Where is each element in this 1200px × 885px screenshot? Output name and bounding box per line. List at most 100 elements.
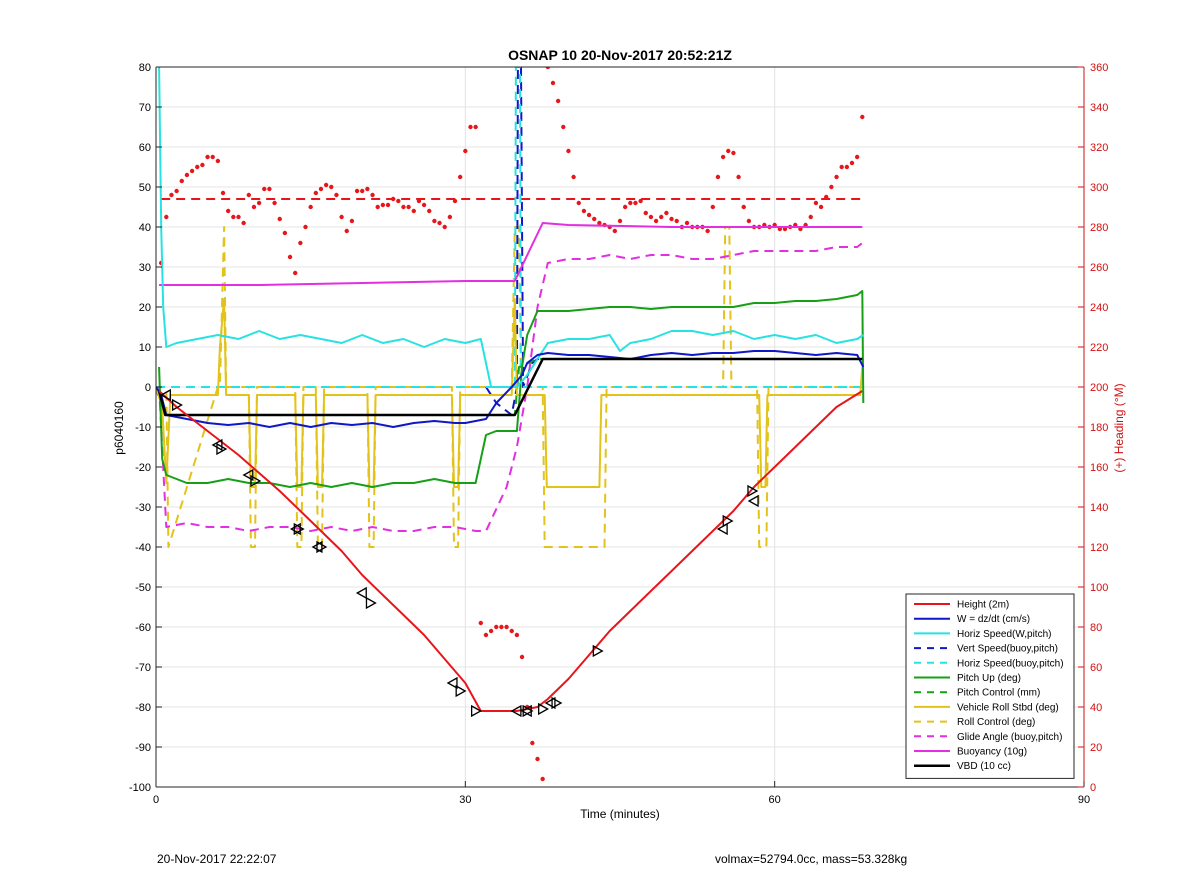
legend-label-11: VBD (10 cc) [957, 761, 1011, 772]
legend-label-5: Pitch Up (deg) [957, 673, 1021, 684]
y-tick-label: 20 [139, 302, 151, 314]
heading-point-25 [287, 254, 293, 260]
heading-point-31 [318, 186, 324, 192]
y-tick-label: -70 [135, 662, 151, 674]
heading-point-79 [566, 148, 571, 154]
y-tick-label: 10 [139, 342, 151, 354]
marker-right-triangle-13 [747, 484, 759, 498]
y-tick-label: -50 [135, 582, 151, 594]
y-tick-label: -60 [135, 622, 151, 634]
footer-volmax-mass: volmax=52794.0cc, mass=53.328kg [715, 852, 908, 866]
heading-point-14 [231, 214, 236, 220]
heading-point-108 [715, 174, 721, 180]
series-line-horiz-speed-w-pitch- [158, 67, 864, 388]
marker-right-triangle-6 [455, 684, 467, 698]
heading-point-44 [385, 202, 391, 208]
marker-right-triangle-2 [250, 474, 262, 488]
heading-point-109 [720, 154, 726, 160]
marker-right-triangle-3 [293, 522, 305, 536]
axes: 0 30 60 90-100-90-80-70-60-50-40-30-20-1001… [129, 62, 1108, 806]
heading-point-41 [370, 192, 375, 198]
heading-point-9 [205, 154, 210, 160]
heading-point-77 [555, 98, 561, 104]
heading-point-92 [633, 200, 638, 206]
series-line-vbd-10-cc- [157, 357, 863, 417]
heading-point-34 [334, 192, 339, 198]
heading-point-39 [360, 188, 365, 194]
legend-label-0: Height (2m) [957, 600, 1009, 611]
heading-point-100 [674, 218, 679, 224]
x-tick-label: 30 [459, 794, 471, 806]
y-tick-label: -100 [129, 782, 151, 794]
y2-tick-label: 120 [1090, 542, 1108, 554]
series-line-height-2m- [158, 390, 863, 712]
heading-point-48 [406, 204, 411, 210]
y-tick-label: 50 [139, 182, 151, 194]
heading-point-17 [246, 192, 251, 198]
legend-label-1: W = dz/dt (cm/s) [957, 614, 1030, 625]
heading-point-47 [401, 204, 406, 210]
heading-point-85 [597, 220, 602, 226]
heading-point-7 [195, 164, 200, 170]
heading-point-18 [251, 204, 257, 210]
heading-point-99 [669, 216, 674, 222]
heading-point-72 [530, 740, 535, 746]
y2-tick-label: 100 [1090, 582, 1108, 594]
y2-tick-label: 360 [1090, 62, 1108, 74]
y-tick-label: 80 [139, 62, 151, 74]
y2-tick-label: 320 [1090, 142, 1108, 154]
x-tick-label: 90 [1078, 794, 1090, 806]
y2-tick-label: 60 [1090, 662, 1102, 674]
heading-point-113 [741, 204, 746, 210]
heading-point-111 [731, 150, 736, 156]
heading-point-3 [174, 188, 179, 194]
heading-point-93 [638, 198, 643, 204]
heading-point-63 [483, 632, 489, 638]
marker-left-triangle-11 [747, 494, 759, 508]
x-axis-label: Time (minutes) [580, 807, 660, 821]
heading-point-29 [308, 204, 313, 210]
heading-point-60 [468, 124, 473, 130]
heading-point-136 [860, 114, 865, 120]
y2-tick-label: 260 [1090, 262, 1108, 274]
y2-tick-label: 40 [1090, 702, 1102, 714]
y2-tick-label: 340 [1090, 102, 1108, 114]
heading-point-4 [179, 178, 184, 184]
marker-left-triangle-6 [446, 676, 458, 690]
heading-point-83 [586, 212, 592, 218]
heading-point-94 [643, 210, 648, 216]
heading-point-56 [447, 214, 453, 220]
heading-point-22 [272, 200, 277, 206]
heading-point-20 [262, 186, 267, 192]
heading-point-82 [581, 208, 587, 214]
heading-point-78 [561, 124, 566, 130]
heading-point-36 [344, 228, 349, 234]
heading-point-35 [339, 214, 344, 220]
heading-point-114 [746, 218, 752, 224]
heading-point-95 [648, 214, 654, 220]
heading-point-80 [571, 174, 576, 180]
y-tick-label: -80 [135, 702, 151, 714]
heading-point-127 [813, 200, 819, 206]
legend-label-3: Vert Speed(buoy,pitch) [957, 644, 1058, 655]
y-tick-label: -40 [135, 542, 151, 554]
legend-label-2: Horiz Speed(W,pitch) [957, 629, 1051, 640]
marker-left-triangle-2 [242, 468, 254, 482]
heading-point-128 [818, 204, 824, 210]
heading-point-84 [592, 216, 597, 222]
series-line-w-dz-dt-cm-s- [156, 350, 865, 428]
heading-point-61 [473, 124, 478, 130]
y2-tick-label: 0 [1090, 782, 1096, 794]
legend-label-9: Glide Angle (buoy,pitch) [957, 732, 1062, 743]
heading-point-50 [416, 198, 422, 204]
heading-point-68 [509, 628, 514, 634]
heading-point-2 [169, 192, 174, 198]
footer-timestamp: 20-Nov-2017 22:22:07 [157, 852, 277, 866]
heading-point-52 [427, 208, 432, 214]
heading-point-66 [499, 624, 504, 630]
heading-point-75 [545, 67, 551, 70]
marker-right-triangle-0 [171, 398, 183, 412]
heading-point-32 [323, 182, 329, 188]
heading-point-76 [550, 80, 556, 86]
